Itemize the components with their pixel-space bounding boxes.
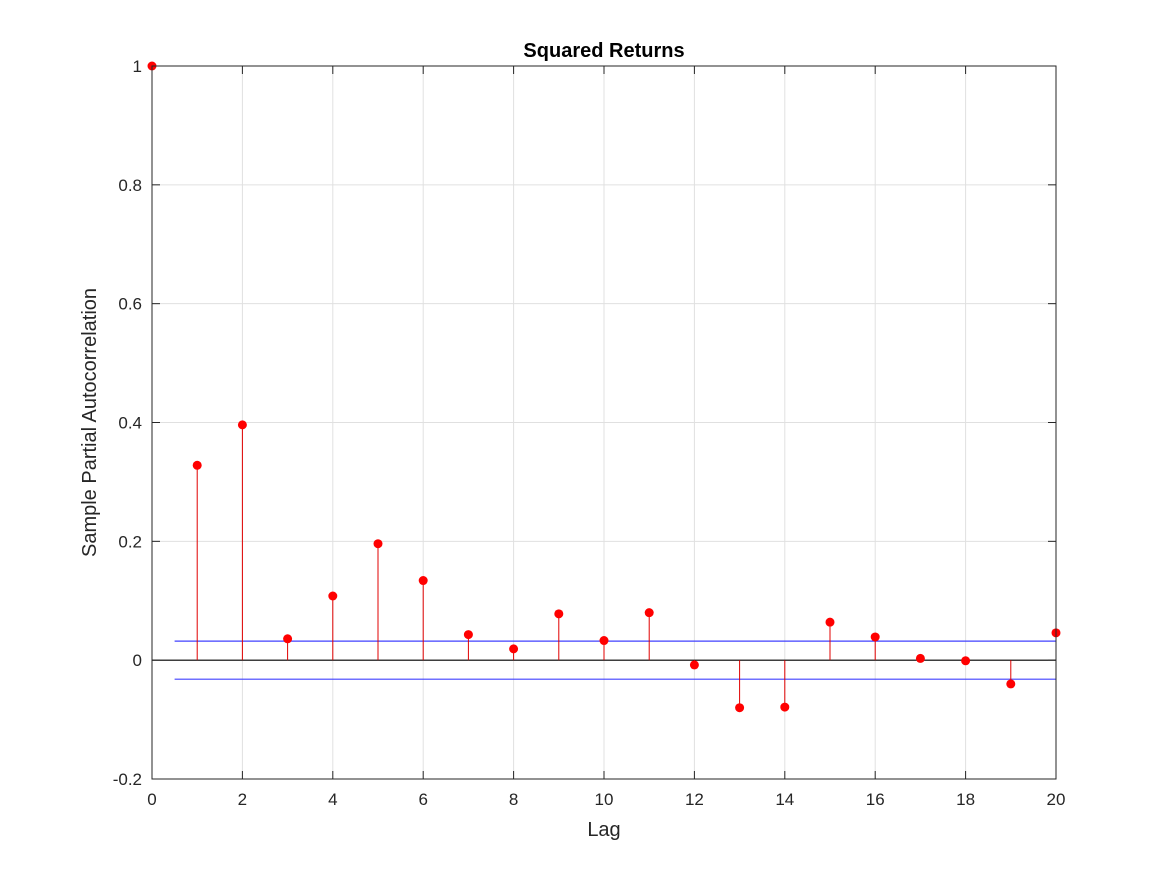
marker-lag-18	[961, 656, 971, 666]
marker-lag-7	[463, 630, 473, 640]
marker-lag-14	[780, 702, 790, 712]
y-tick-label: 0.6	[118, 295, 142, 314]
x-tick-label: 12	[685, 790, 704, 809]
y-axis-label: Sample Partial Autocorrelation	[79, 288, 101, 557]
marker-lag-11	[644, 608, 654, 618]
marker-lag-4	[328, 591, 338, 601]
marker-lag-19	[1006, 679, 1016, 689]
x-tick-label: 20	[1047, 790, 1066, 809]
chart-title: Squared Returns	[523, 40, 684, 62]
x-axis-label: Lag	[587, 819, 620, 841]
y-tick-label: -0.2	[113, 770, 142, 789]
y-tick-label: 0.8	[118, 176, 142, 195]
x-tick-labels: 0 2 4 6 8 10 12 14 16 18 20	[147, 790, 1065, 809]
y-tick-label: 1	[133, 57, 142, 76]
x-tick-label: 10	[595, 790, 614, 809]
marker-lag-2	[237, 420, 247, 430]
marker-lag-16	[870, 632, 880, 642]
y-tick-labels: -0.2 0 0.2 0.4 0.6 0.8 1	[113, 57, 142, 789]
marker-lag-8	[509, 644, 519, 654]
marker-lag-17	[915, 653, 925, 663]
x-tick-label: 16	[866, 790, 885, 809]
marker-lag-1	[192, 460, 202, 470]
x-tick-label: 0	[147, 790, 156, 809]
x-tick-label: 2	[238, 790, 247, 809]
marker-lag-15	[825, 617, 835, 627]
markers	[147, 61, 1061, 713]
marker-lag-10	[599, 636, 609, 646]
marker-lag-12	[689, 660, 699, 670]
marker-lag-3	[283, 634, 293, 644]
x-tick-label: 14	[775, 790, 794, 809]
x-tick-label: 4	[328, 790, 337, 809]
y-tick-label: 0.2	[118, 532, 142, 551]
marker-lag-9	[554, 609, 564, 619]
tick-marks	[151, 65, 1057, 780]
y-tick-label: 0.4	[118, 414, 142, 433]
x-tick-label: 6	[418, 790, 427, 809]
x-tick-label: 18	[956, 790, 975, 809]
marker-lag-13	[735, 703, 745, 713]
marker-lag-5	[373, 539, 383, 549]
x-tick-label: 8	[509, 790, 518, 809]
confidence-bounds	[174, 640, 1056, 680]
y-tick-label: 0	[133, 651, 142, 670]
marker-lag-6	[418, 576, 428, 586]
